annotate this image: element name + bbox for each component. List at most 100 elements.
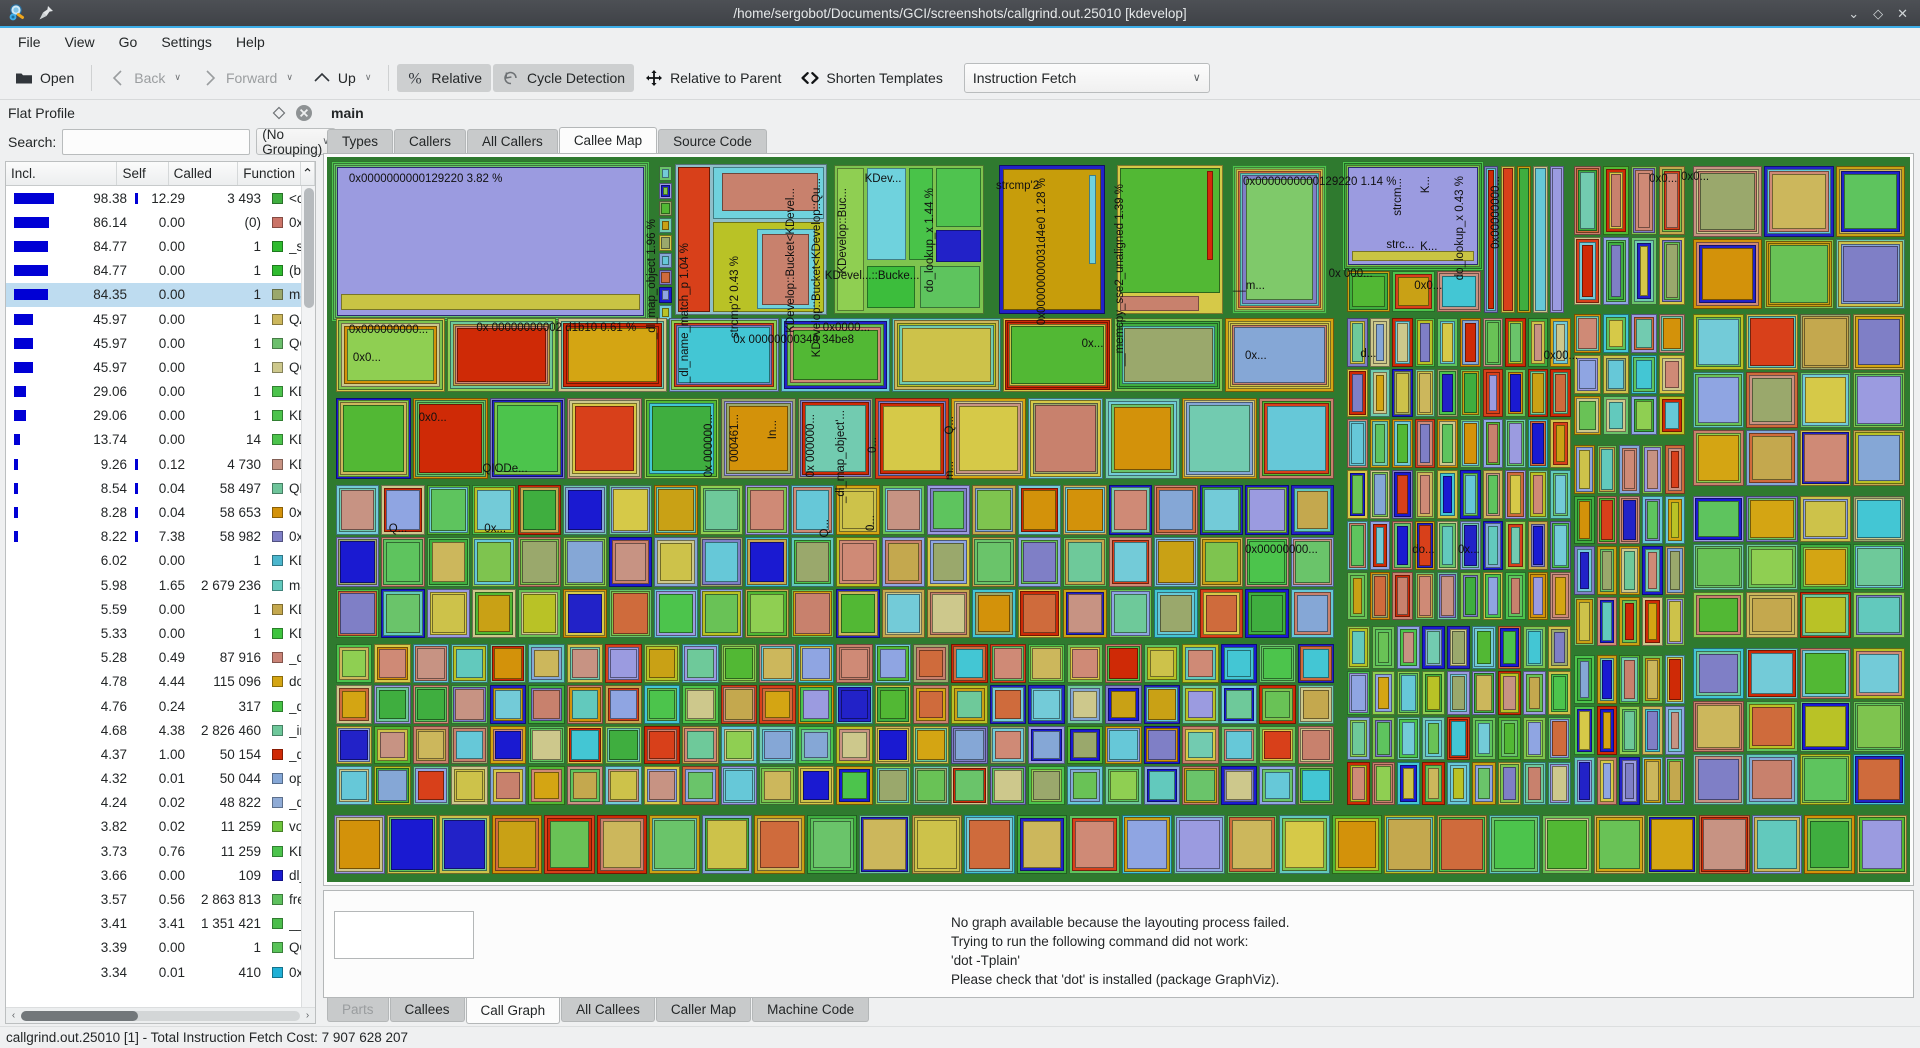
treemap-cell[interactable]: [932, 593, 966, 634]
treemap-cell[interactable]: [1302, 689, 1330, 719]
treemap-cell[interactable]: [571, 689, 599, 719]
treemap-cell[interactable]: [456, 730, 483, 760]
treemap-cell[interactable]: [866, 266, 915, 308]
treemap-cell[interactable]: [936, 230, 982, 262]
treemap-cell[interactable]: [1375, 323, 1385, 361]
treemap-cell[interactable]: [1635, 401, 1652, 431]
back-button[interactable]: Back ∨: [100, 64, 190, 92]
treemap-cell[interactable]: [1110, 771, 1137, 801]
treemap-cell[interactable]: [795, 541, 830, 582]
treemap-cell[interactable]: [1858, 435, 1900, 482]
tab-callee-map[interactable]: Callee Map: [558, 127, 658, 153]
treemap-cell[interactable]: [1665, 243, 1679, 299]
treemap-cell[interactable]: [1647, 500, 1658, 540]
treemap-cell[interactable]: [878, 729, 907, 761]
treemap-cell[interactable]: [1625, 603, 1634, 640]
treemap-cell[interactable]: [1555, 475, 1566, 514]
treemap-cell[interactable]: [1579, 602, 1590, 641]
treemap-cell[interactable]: [431, 541, 466, 582]
treemap-cell[interactable]: [1703, 818, 1746, 871]
treemap-cell[interactable]: [1352, 322, 1363, 362]
treemap-cell[interactable]: [379, 649, 406, 678]
open-button[interactable]: Open: [6, 64, 83, 92]
treemap-cell[interactable]: [804, 404, 866, 472]
treemap-cell[interactable]: [1556, 323, 1565, 361]
treemap-cell[interactable]: [1647, 449, 1658, 489]
treemap-cell[interactable]: [1486, 321, 1500, 363]
treemap-cell[interactable]: [1518, 168, 1530, 311]
treemap-cell[interactable]: [522, 593, 557, 634]
treemap-cell[interactable]: [343, 404, 404, 472]
treemap-cell[interactable]: [495, 772, 521, 800]
treemap-cell[interactable]: [1602, 762, 1612, 800]
treemap-cell[interactable]: [1532, 576, 1544, 616]
treemap-cell[interactable]: [1610, 174, 1621, 227]
treemap-cell[interactable]: [1803, 434, 1848, 483]
treemap-cell[interactable]: [977, 541, 1011, 582]
treemap-cell[interactable]: [1533, 323, 1543, 361]
treemap-cell[interactable]: [1231, 819, 1272, 870]
float-icon[interactable]: [272, 106, 286, 120]
up-dropdown-arrow[interactable]: ∨: [364, 72, 372, 82]
table-row[interactable]: 5.330.001KDevSplash: [6, 621, 315, 645]
menu-go[interactable]: Go: [118, 34, 138, 50]
treemap-cell[interactable]: [1373, 474, 1387, 515]
treemap-cell[interactable]: [842, 490, 874, 529]
treemap-cell[interactable]: [1463, 524, 1477, 566]
treemap-cell[interactable]: [1804, 500, 1847, 537]
treemap-cell[interactable]: [1607, 360, 1624, 390]
treemap-cell[interactable]: [1696, 704, 1741, 749]
treemap-cell[interactable]: [533, 689, 560, 719]
vertical-scrollbar[interactable]: [301, 186, 315, 1007]
treemap-cell[interactable]: [1624, 660, 1635, 699]
up-button[interactable]: Up ∨: [304, 64, 381, 92]
treemap-cell[interactable]: [1488, 170, 1495, 309]
treemap-cell[interactable]: [1353, 577, 1362, 615]
treemap-cell[interactable]: [1397, 475, 1408, 514]
treemap-cell[interactable]: [841, 649, 868, 678]
treemap-cell[interactable]: [841, 593, 875, 634]
treemap-cell[interactable]: [956, 649, 983, 678]
treemap-cell[interactable]: [340, 729, 369, 761]
tab-parts[interactable]: Parts: [327, 998, 389, 1022]
tab-source-code[interactable]: Source Code: [658, 129, 767, 153]
treemap-cell[interactable]: [494, 730, 522, 760]
treemap-cell[interactable]: [1610, 244, 1621, 298]
treemap-cell[interactable]: [386, 541, 420, 582]
treemap-cell[interactable]: [340, 540, 376, 583]
treemap-cell[interactable]: [431, 593, 466, 634]
treemap-cell[interactable]: [762, 233, 809, 305]
treemap-cell[interactable]: [1022, 593, 1057, 634]
treemap-cell[interactable]: [969, 819, 1010, 870]
treemap-cell[interactable]: [1397, 322, 1408, 362]
treemap-cell[interactable]: [532, 729, 561, 761]
treemap-cell[interactable]: [724, 688, 754, 720]
treemap-cell[interactable]: [955, 770, 984, 802]
forward-dropdown-arrow[interactable]: ∨: [286, 72, 293, 82]
treemap-cell[interactable]: [1648, 603, 1657, 640]
treemap-cell[interactable]: [1378, 677, 1390, 709]
treemap-cell[interactable]: [416, 648, 446, 679]
treemap-cell[interactable]: [612, 488, 649, 531]
column-header-self[interactable]: Self: [117, 162, 169, 185]
treemap-cell[interactable]: [1510, 322, 1521, 362]
treemap-cell[interactable]: [750, 541, 784, 582]
treemap-cell[interactable]: [1502, 168, 1513, 311]
treemap-cell[interactable]: [1665, 173, 1679, 228]
treemap-cell[interactable]: [1265, 690, 1290, 718]
treemap-cell[interactable]: [1770, 244, 1828, 303]
treemap-cell[interactable]: [571, 649, 599, 678]
treemap-cell[interactable]: [497, 820, 536, 869]
treemap-cell[interactable]: [1697, 500, 1740, 537]
treemap-cell[interactable]: [661, 169, 669, 179]
table-row[interactable]: 29.060.001KDevelop::: [6, 404, 315, 428]
treemap-cell[interactable]: [1226, 650, 1252, 677]
treemap-cell[interactable]: [1646, 760, 1659, 802]
table-row[interactable]: 45.970.001QGuiApplic: [6, 331, 315, 355]
treemap-cell[interactable]: [687, 689, 714, 719]
treemap-cell[interactable]: [1022, 820, 1061, 869]
treemap-cell[interactable]: [660, 237, 670, 249]
treemap-cell[interactable]: [1120, 295, 1200, 311]
hscroll-thumb[interactable]: [21, 1010, 139, 1021]
